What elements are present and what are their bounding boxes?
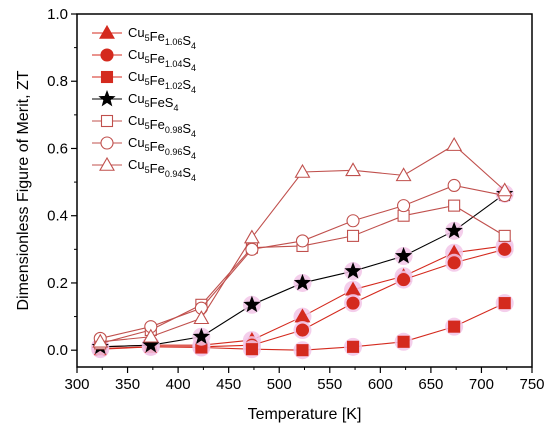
plot-series-layer — [91, 137, 514, 360]
data-point — [394, 247, 413, 264]
axes-layer: 300 350 400 450 500 550 600 650 700 750 0.0 0.2 0.4 0… — [47, 6, 544, 393]
data-point — [295, 234, 310, 248]
data-point — [192, 327, 210, 345]
data-point — [496, 182, 513, 197]
data-point — [243, 229, 260, 244]
x-tick-label: 700 — [469, 376, 494, 393]
legend-label: Cu5Fe0.96S4 — [128, 135, 196, 161]
data-point — [142, 336, 160, 353]
data-point — [397, 199, 411, 213]
data-point — [294, 163, 311, 178]
y-tick-label: 0.0 — [47, 342, 68, 359]
legend-marker — [98, 89, 116, 107]
x-axis-title: Temperature [K] — [248, 406, 362, 423]
data-point — [293, 273, 312, 291]
y-tick-label: 0.2 — [47, 275, 68, 292]
x-tick-label: 650 — [418, 376, 443, 393]
legend-item: Cu5Fe0.96S4 — [92, 135, 196, 161]
y-tick-label: 0.6 — [47, 140, 68, 157]
data-point — [397, 273, 411, 287]
legend-marker — [100, 114, 114, 128]
data-point — [447, 178, 461, 193]
x-tick-label: 550 — [317, 376, 342, 393]
data-point — [395, 167, 412, 182]
data-point — [498, 297, 511, 310]
legend-label: Cu5Fe0.94S4 — [128, 157, 196, 183]
x-tick-label: 400 — [166, 376, 191, 393]
data-point — [295, 323, 310, 337]
x-tick-label: 350 — [115, 376, 140, 393]
data-point — [345, 162, 361, 177]
data-point — [498, 229, 511, 242]
legend: Cu5Fe1.06S4Cu5Fe1.04S4Cu5Fe1.02S4Cu5FeS4… — [92, 24, 196, 183]
data-point — [193, 310, 210, 325]
x-tick-label: 750 — [519, 376, 544, 393]
legend-label: Cu5Fe1.04S4 — [128, 47, 196, 73]
legend-marker — [100, 136, 114, 150]
data-point — [92, 333, 109, 348]
legend-marker — [99, 24, 115, 39]
y-tick-label: 1.0 — [47, 6, 68, 23]
data-point — [296, 344, 309, 357]
legend-marker — [100, 70, 114, 84]
legend-marker — [100, 48, 114, 62]
legend-label: Cu5Fe1.06S4 — [128, 25, 196, 51]
legend-item: Cu5Fe1.06S4 — [92, 24, 196, 51]
legend-item: Cu5Fe0.94S4 — [92, 156, 196, 183]
data-point — [346, 214, 360, 228]
legend-item: Cu5Fe0.98S4 — [92, 113, 196, 139]
legend-label: Cu5Fe0.98S4 — [128, 113, 196, 139]
legend-label: Cu5FeS4 — [128, 91, 179, 113]
series-7 — [92, 137, 513, 348]
data-point — [346, 340, 360, 353]
legend-marker — [99, 156, 115, 171]
data-point — [397, 335, 410, 348]
legend-item: Cu5Fe1.04S4 — [92, 47, 196, 73]
data-point — [446, 137, 463, 151]
data-point — [498, 242, 512, 256]
data-point — [448, 320, 461, 333]
data-point — [448, 199, 461, 212]
data-point — [142, 328, 159, 343]
y-axis-title: Dimensionless Figure of Merit, ZT — [15, 70, 32, 310]
legend-label: Cu5Fe1.02S4 — [128, 69, 196, 95]
data-point — [243, 295, 261, 313]
data-point — [447, 256, 461, 270]
x-tick-label: 300 — [64, 376, 89, 393]
x-tick-label: 600 — [368, 376, 393, 393]
data-point — [445, 221, 463, 239]
legend-item: Cu5Fe1.02S4 — [92, 69, 196, 95]
x-tick-label: 500 — [267, 376, 292, 393]
data-point — [346, 296, 360, 310]
data-point — [346, 229, 360, 242]
y-tick-label: 0.4 — [47, 208, 68, 225]
x-tick-label: 450 — [216, 376, 241, 393]
y-tick-label: 0.8 — [47, 73, 68, 90]
data-point — [245, 343, 258, 356]
legend-item: Cu5FeS4 — [92, 89, 179, 113]
data-point — [344, 262, 362, 279]
